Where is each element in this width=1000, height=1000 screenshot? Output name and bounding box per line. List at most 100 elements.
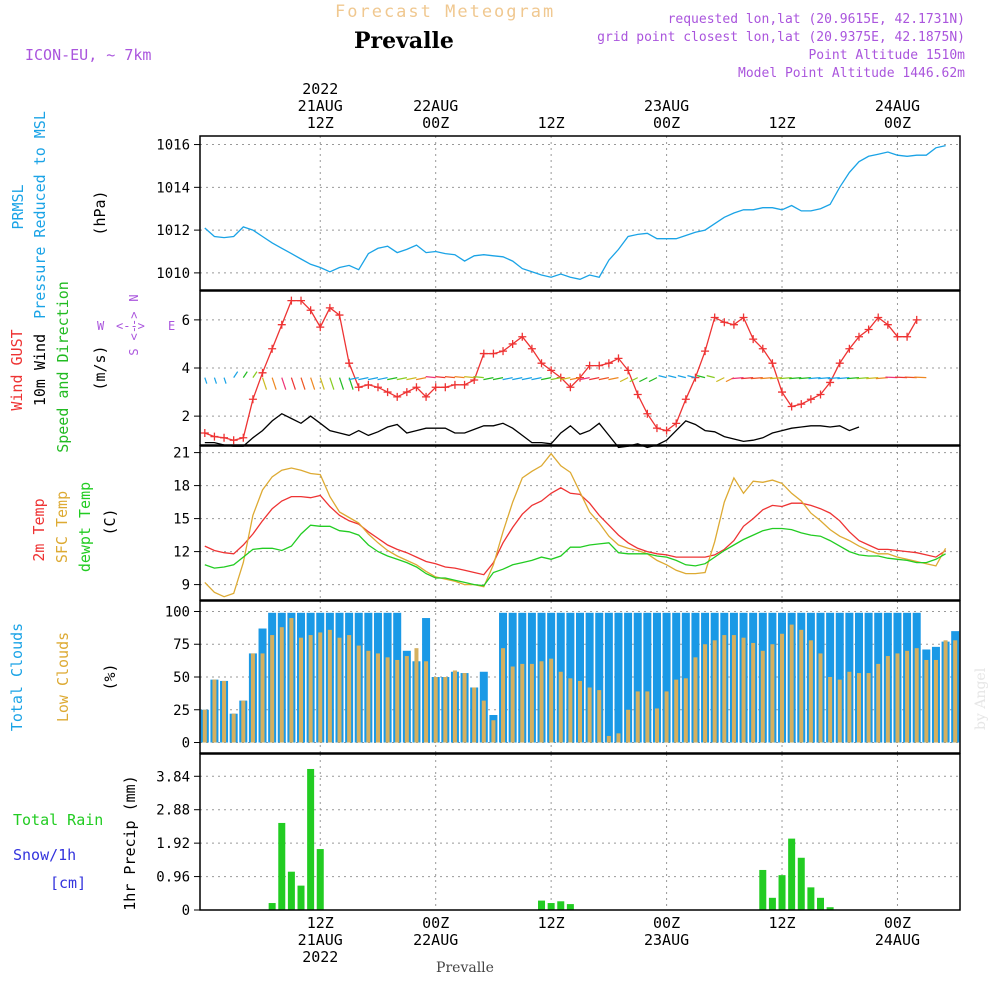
gust-point xyxy=(845,344,854,353)
wind-direction-arrow xyxy=(415,377,427,381)
y-tick-label: 6 xyxy=(182,313,190,329)
gust-point xyxy=(547,366,556,375)
y-tick-label: 1016 xyxy=(156,138,190,154)
low-clouds-bar xyxy=(876,663,881,743)
low-clouds-bar xyxy=(731,635,736,743)
requested-coordinates: requested lon,lat (20.9615E, 42.1731N) xyxy=(668,12,965,27)
wind-unit-label: (m/s) xyxy=(91,345,109,390)
dewpt-label: dewpt Temp xyxy=(76,482,94,572)
y-tick-label: 4 xyxy=(182,361,190,377)
gust-point xyxy=(383,388,392,397)
gust-point xyxy=(325,303,334,312)
low-clouds-bar xyxy=(404,656,409,743)
gust-point xyxy=(210,432,219,441)
gust-line xyxy=(204,299,918,441)
panel-frame-pressure xyxy=(199,135,961,291)
low-clouds-bar xyxy=(635,691,640,743)
low-clouds-bar xyxy=(808,640,813,743)
time-label-top: 12Z xyxy=(307,114,334,132)
wind-direction-arrow xyxy=(252,371,258,378)
low-clouds-bar xyxy=(558,671,563,743)
gridpoint-coordinates: grid point closest lon,lat (20.9375E, 42… xyxy=(597,30,965,45)
y-tick-label: 1010 xyxy=(156,266,190,282)
rain-bar xyxy=(268,903,276,910)
gust-point xyxy=(720,318,729,327)
low-clouds-bar xyxy=(664,691,669,743)
wind-direction-arrow xyxy=(271,377,277,390)
low-clouds-bar xyxy=(703,644,708,743)
total-clouds-bar xyxy=(835,612,844,743)
compass-ns-arrow: <--> xyxy=(127,312,141,341)
low-clouds-bar xyxy=(424,661,429,743)
wind-direction-arrow xyxy=(521,377,533,381)
snow-label: Snow/1h xyxy=(13,846,76,864)
wind-direction-arrow xyxy=(598,377,609,381)
y-tick-label: 0.96 xyxy=(156,870,190,886)
wind-direction-arrow xyxy=(837,377,850,380)
gust-point xyxy=(422,392,431,401)
wind-direction-arrow xyxy=(261,377,268,390)
wind-direction-arrow xyxy=(444,376,455,379)
gust-point xyxy=(268,344,277,353)
y-tick-label: 2 xyxy=(182,409,190,425)
low-clouds-bar xyxy=(856,673,861,743)
low-clouds-bar xyxy=(529,663,534,743)
rain-label: Total Rain xyxy=(13,811,103,829)
gust-point xyxy=(826,378,835,387)
gust-point xyxy=(633,390,642,399)
time-label-bottom: 21AUG xyxy=(298,931,343,949)
gust-point xyxy=(768,359,777,368)
gust-point xyxy=(835,359,844,368)
gust-point xyxy=(229,436,238,445)
wind-direction-arrow xyxy=(750,377,763,380)
total-clouds-bar xyxy=(604,612,613,743)
rain-bar xyxy=(557,901,565,910)
wind-direction-arrow xyxy=(531,377,542,381)
pressure-label-prmsl: PRMSL xyxy=(9,184,27,229)
wind-direction-arrow xyxy=(639,377,648,383)
low-clouds-bar xyxy=(510,666,515,743)
time-label-top: 00Z xyxy=(884,114,911,132)
wind-direction-arrow xyxy=(367,377,379,381)
low-clouds-bar xyxy=(770,644,775,743)
gust-point xyxy=(893,332,902,341)
low-clouds-bar xyxy=(241,700,246,743)
y-tick-label: 25 xyxy=(173,703,190,719)
rain-bar xyxy=(538,900,546,910)
wind-direction-arrow xyxy=(319,377,325,390)
y-tick-label: 50 xyxy=(173,670,190,686)
gust-point xyxy=(701,347,710,356)
temp2m-line xyxy=(204,487,946,576)
low-clouds-bar xyxy=(924,659,929,743)
low-clouds-bar xyxy=(837,679,842,743)
total-clouds-bar xyxy=(624,612,633,743)
gust-point xyxy=(277,320,286,329)
low-clouds-bar xyxy=(539,661,544,743)
time-label-top: 12Z xyxy=(768,114,795,132)
wind-direction-arrow xyxy=(677,375,686,379)
gust-point xyxy=(710,313,719,322)
wind-direction-arrow xyxy=(808,377,821,380)
gust-point xyxy=(373,383,382,392)
low-clouds-bar xyxy=(578,680,582,743)
gust-point xyxy=(903,332,912,341)
wind-direction-arrow xyxy=(875,377,888,380)
wind-direction-arrow xyxy=(242,371,248,378)
y-tick-label: 3.84 xyxy=(156,769,190,785)
gust-point xyxy=(537,359,546,368)
low-clouds-bar xyxy=(587,687,592,743)
rain-bar xyxy=(826,907,834,910)
watermark-title: Forecast Meteogram xyxy=(335,2,555,22)
low-clouds-bar xyxy=(260,653,265,743)
gust-point xyxy=(652,424,661,433)
low-clouds-bar xyxy=(318,632,323,743)
wind-direction-arrow xyxy=(483,377,494,381)
gust-point xyxy=(614,354,623,363)
low-clouds-bar xyxy=(847,671,852,743)
author-credit: by Angel xyxy=(973,667,989,730)
rain-bar xyxy=(287,871,295,910)
low-clouds-bar xyxy=(308,635,313,743)
gust-point xyxy=(258,368,267,377)
compass-north: N xyxy=(127,294,141,301)
compass-west: W xyxy=(97,319,105,333)
